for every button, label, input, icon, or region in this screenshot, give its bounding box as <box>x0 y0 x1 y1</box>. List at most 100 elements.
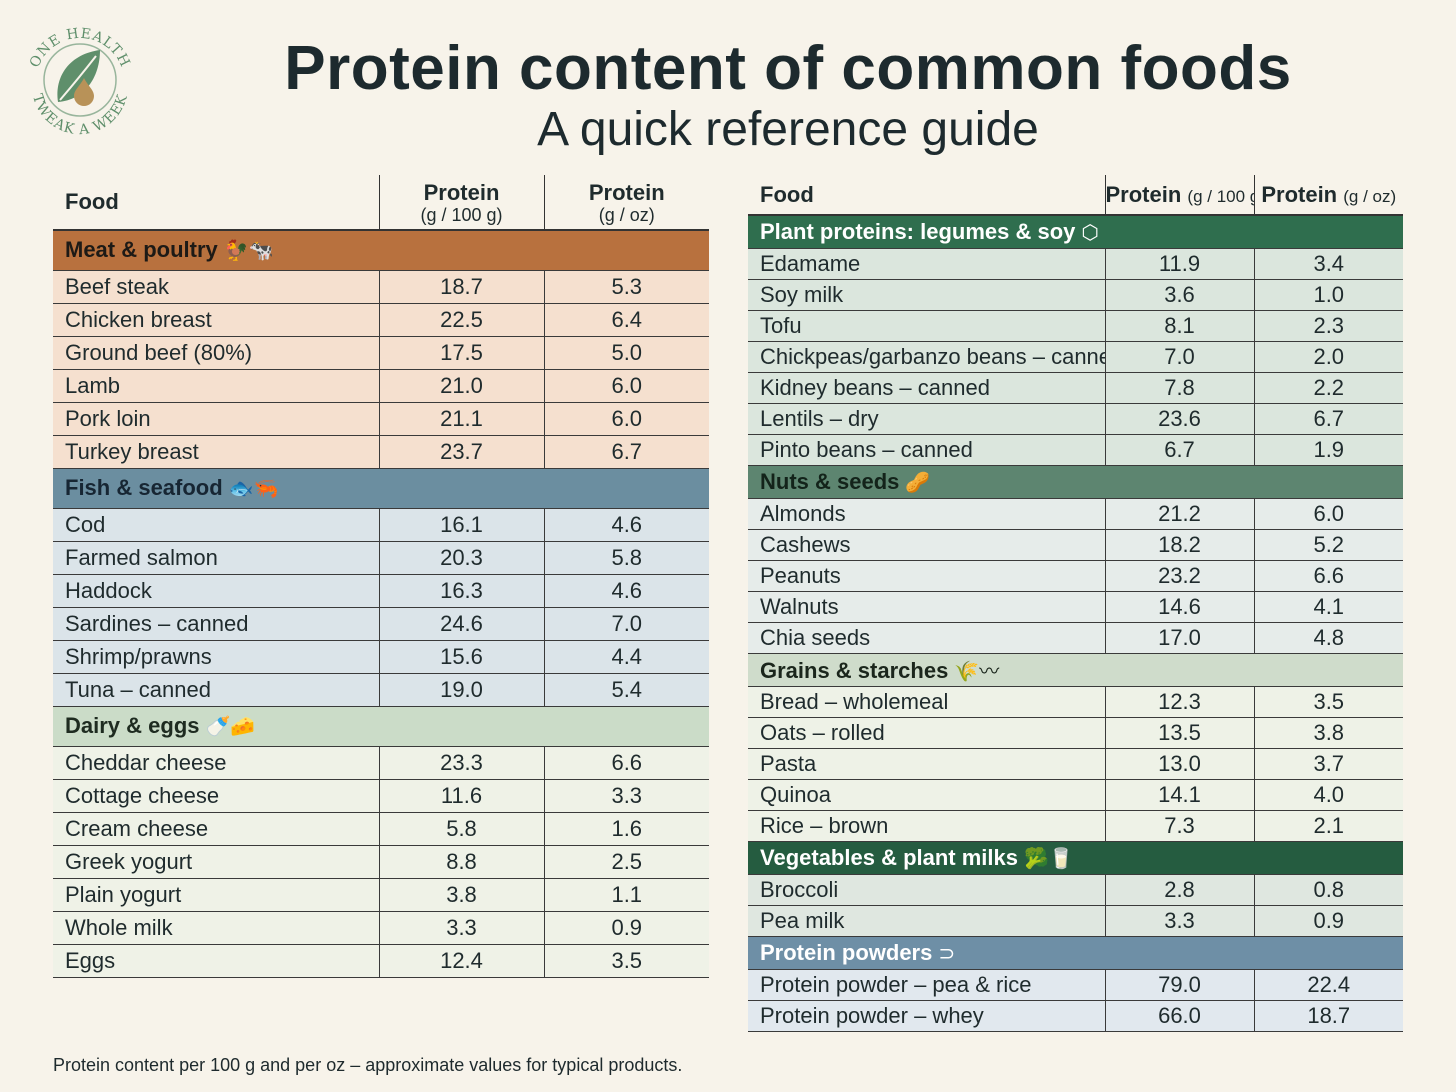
left-table-body: Meat & poultry 🐓🐄 Beef steak 18.7 5.3 Chicken… <box>53 230 709 978</box>
protein-per-100g-cell: 2.8 <box>1104 874 1254 906</box>
table-row: Almonds 21.2 6.0 <box>748 498 1403 530</box>
protein-per-oz-cell: 4.6 <box>543 508 709 542</box>
table-row: Shrimp/prawns 15.6 4.4 <box>53 640 709 674</box>
protein-per-100g-cell: 23.2 <box>1104 560 1254 592</box>
protein-per-oz-cell: 5.4 <box>543 673 709 707</box>
peroz-column-header: Protein (g / oz) <box>543 175 709 230</box>
protein-table-left: Food Protein (g / 100 g) Protein (g / oz… <box>53 175 709 978</box>
protein-per-oz-cell: 22.4 <box>1253 969 1403 1001</box>
table-row: Pork loin 21.1 6.0 <box>53 402 709 436</box>
table-row: Oats – rolled 13.5 3.8 <box>748 717 1403 749</box>
category-name: Meat & poultry <box>65 237 218 263</box>
category-row: Vegetables & plant milks 🥦🥛 <box>748 841 1403 875</box>
category-header: Plant proteins: legumes & soy ⬡ <box>748 215 1403 249</box>
food-name-cell: Whole milk <box>53 911 379 945</box>
table-header-row: Food Protein (g / 100 g) Protein (g / oz… <box>53 175 709 230</box>
protein-per-100g-cell: 23.3 <box>378 746 544 780</box>
food-name-cell: Cod <box>53 508 379 542</box>
peroz-header-unit: (g / oz) <box>1343 186 1397 206</box>
protein-per-oz-cell: 3.4 <box>1253 248 1403 280</box>
food-name-cell: Pasta <box>748 748 1105 780</box>
protein-per-oz-cell: 2.1 <box>1253 810 1403 842</box>
table-row: Chia seeds 17.0 4.8 <box>748 622 1403 654</box>
category-header: Vegetables & plant milks 🥦🥛 <box>748 841 1403 875</box>
protein-table-right: Food Protein (g / 100 g) Protein (g / oz… <box>748 175 1403 1032</box>
protein-per-100g-cell: 21.2 <box>1104 498 1254 530</box>
food-name-cell: Chicken breast <box>53 303 379 337</box>
nuts-icon: 🥜 <box>905 471 931 494</box>
protein-per-100g-cell: 18.2 <box>1104 529 1254 561</box>
table-row: Lamb 21.0 6.0 <box>53 369 709 403</box>
table-row: Lentils – dry 23.6 6.7 <box>748 403 1403 435</box>
table-row: Plain yogurt 3.8 1.1 <box>53 878 709 912</box>
protein-per-oz-cell: 1.9 <box>1253 434 1403 466</box>
category-header: Nuts & seeds 🥜 <box>748 465 1403 499</box>
table-row: Cod 16.1 4.6 <box>53 508 709 542</box>
protein-per-oz-cell: 1.0 <box>1253 279 1403 311</box>
fish-icon: 🐟🦐 <box>228 478 279 500</box>
table-row: Farmed salmon 20.3 5.8 <box>53 541 709 575</box>
food-name-cell: Protein powder – whey <box>748 1000 1105 1032</box>
food-name-cell: Lamb <box>53 369 379 403</box>
protein-per-oz-cell: 2.0 <box>1253 341 1403 373</box>
food-name-cell: Beef steak <box>53 270 379 304</box>
category-name: Vegetables & plant milks <box>760 844 1018 870</box>
per100g-header-label: Protein <box>423 180 500 205</box>
chicken-icon: 🐓🐄 <box>223 240 274 263</box>
protein-per-oz-cell: 4.0 <box>1253 779 1403 811</box>
table-row: Broccoli 2.8 0.8 <box>748 874 1403 906</box>
food-name-cell: Bread – wholemeal <box>748 686 1105 718</box>
protein-per-oz-cell: 6.4 <box>543 303 709 337</box>
table-row: Ground beef (80%) 17.5 5.0 <box>53 336 709 370</box>
protein-per-oz-cell: 6.7 <box>543 435 709 469</box>
protein-per-100g-cell: 3.6 <box>1104 279 1254 311</box>
page-subtitle: A quick reference guide <box>537 103 1039 156</box>
category-name: Plant proteins: legumes & soy <box>760 218 1076 244</box>
protein-per-oz-cell: 3.5 <box>543 944 709 978</box>
protein-per-oz-cell: 2.2 <box>1253 372 1403 404</box>
food-name-cell: Soy milk <box>748 279 1105 311</box>
table-row: Turkey breast 23.7 6.7 <box>53 435 709 469</box>
protein-per-oz-cell: 3.7 <box>1253 748 1403 780</box>
category-row: Grains & starches 🌾〰 <box>748 653 1403 687</box>
protein-per-100g-cell: 13.0 <box>1104 748 1254 780</box>
protein-per-100g-cell: 13.5 <box>1104 717 1254 749</box>
table-row: Chickpeas/garbanzo beans – canned 7.0 2.0 <box>748 341 1403 373</box>
protein-per-oz-cell: 0.9 <box>543 911 709 945</box>
protein-per-100g-cell: 3.3 <box>378 911 544 945</box>
protein-per-oz-cell: 5.3 <box>543 270 709 304</box>
food-name-cell: Pinto beans – canned <box>748 434 1105 466</box>
protein-per-100g-cell: 12.4 <box>378 944 544 978</box>
protein-per-oz-cell: 6.6 <box>1253 560 1403 592</box>
food-name-cell: Sardines – canned <box>53 607 379 641</box>
per100g-header-unit: (g / 100 g) <box>1187 186 1254 206</box>
table-row: Pea milk 3.3 0.9 <box>748 905 1403 937</box>
food-name-cell: Lentils – dry <box>748 403 1105 435</box>
protein-per-100g-cell: 14.6 <box>1104 591 1254 623</box>
peroz-header-unit: (g / oz) <box>598 205 655 225</box>
protein-per-oz-cell: 4.1 <box>1253 591 1403 623</box>
protein-per-100g-cell: 7.3 <box>1104 810 1254 842</box>
table-row: Kidney beans – canned 7.8 2.2 <box>748 372 1403 404</box>
food-name-cell: Cashews <box>748 529 1105 561</box>
protein-per-100g-cell: 23.7 <box>378 435 544 469</box>
protein-per-oz-cell: 0.9 <box>1253 905 1403 937</box>
protein-per-100g-cell: 22.5 <box>378 303 544 337</box>
protein-per-100g-cell: 24.6 <box>378 607 544 641</box>
per100g-column-header: Protein (g / 100 g) <box>1104 175 1254 215</box>
protein-per-100g-cell: 19.0 <box>378 673 544 707</box>
category-name: Grains & starches <box>760 658 949 683</box>
table-row: Cottage cheese 11.6 3.3 <box>53 779 709 813</box>
protein-per-oz-cell: 5.2 <box>1253 529 1403 561</box>
protein-per-oz-cell: 6.0 <box>1253 498 1403 530</box>
food-name-cell: Broccoli <box>748 874 1105 906</box>
category-name: Dairy & eggs <box>65 713 200 738</box>
protein-per-oz-cell: 1.1 <box>543 878 709 912</box>
category-row: Dairy & eggs 🍼🧀 <box>53 706 709 747</box>
protein-per-oz-cell: 3.5 <box>1253 686 1403 718</box>
category-name: Protein powders <box>760 939 933 965</box>
table-row: Greek yogurt 8.8 2.5 <box>53 845 709 879</box>
table-row: Tofu 8.1 2.3 <box>748 310 1403 342</box>
protein-per-100g-cell: 12.3 <box>1104 686 1254 718</box>
food-name-cell: Turkey breast <box>53 435 379 469</box>
